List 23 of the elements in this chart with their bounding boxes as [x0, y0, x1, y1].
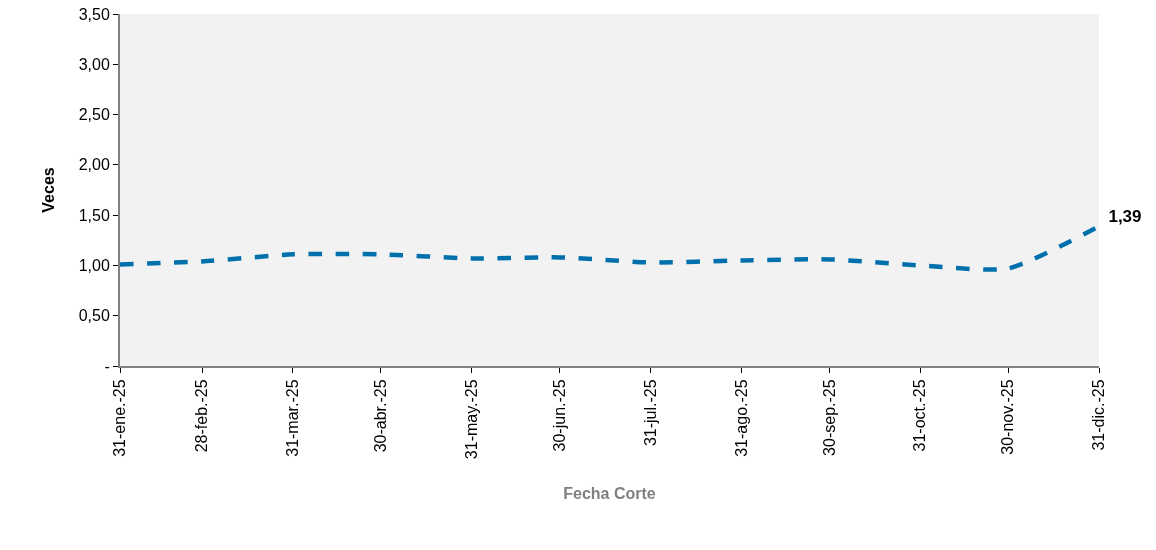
x-tick-label: 31-jul.-25 — [641, 379, 659, 447]
x-axis-title: Fecha Corte — [563, 485, 656, 503]
x-tick-label: 31-mar.-25 — [284, 379, 302, 457]
y-tick-label: 1,00 — [78, 257, 110, 275]
y-tick-label: 0,50 — [78, 307, 110, 325]
data-label: 1,39 — [1099, 206, 1142, 226]
y-tick-label: 3,00 — [78, 55, 110, 73]
x-tick-label: 30-nov.-25 — [999, 379, 1017, 455]
y-tick-label: 1,50 — [78, 206, 110, 224]
x-tick-label: 31-dic.-25 — [1090, 379, 1108, 451]
x-tick-label: 28-feb.-25 — [193, 379, 211, 453]
y-tick-label: 3,50 — [78, 5, 110, 23]
x-tick-label: 30-jun.-25 — [550, 379, 568, 452]
y-axis-title: Veces — [40, 167, 58, 213]
x-tick-label: 31-may.-25 — [462, 379, 480, 460]
x-tick-label: 31-ago.-25 — [732, 379, 750, 457]
y-tick-label: 2,50 — [78, 106, 110, 124]
x-tick-label: 31-oct.-25 — [911, 379, 929, 452]
x-tick-label: 30-abr.-25 — [372, 379, 390, 453]
y-tick-label: 2,00 — [78, 156, 110, 174]
x-tick-label: 31-ene.-25 — [111, 379, 129, 457]
x-tick-label: 30-sep.-25 — [820, 379, 838, 456]
y-tick-label: - — [104, 357, 110, 375]
